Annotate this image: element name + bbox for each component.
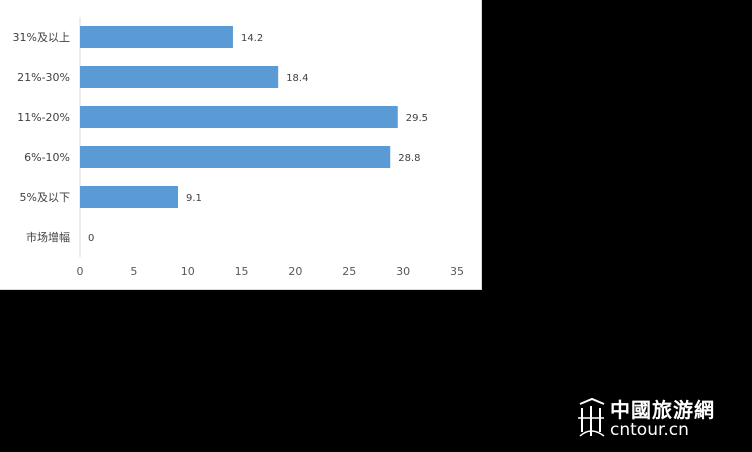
value-label: 29.5 <box>406 113 428 124</box>
bar <box>80 66 279 88</box>
bar <box>80 146 391 168</box>
category-label: 5%及以下 <box>20 191 70 204</box>
watermark-name-cn: 中國旅游網 <box>610 398 715 422</box>
bar <box>80 106 398 128</box>
value-label: 0 <box>88 233 94 244</box>
value-label: 28.8 <box>398 153 420 164</box>
watermark: 中國旅游網 cntour.cn <box>574 394 744 444</box>
cntour-logo-icon <box>578 397 605 437</box>
category-label: 11%-20% <box>17 111 70 124</box>
category-label: 6%-10% <box>24 151 70 164</box>
x-tick-label: 15 <box>235 265 249 278</box>
bar <box>80 26 233 48</box>
x-tick-label: 25 <box>342 265 356 278</box>
category-label: 31%及以上 <box>13 31 70 44</box>
bar <box>80 186 179 208</box>
value-label: 9.1 <box>186 193 202 204</box>
bar-chart: 31%及以上 14.2 21%-30% 18.4 11%-20% 29.5 6%-10% 28… <box>13 17 464 278</box>
value-label: 18.4 <box>286 73 308 84</box>
x-tick-label: 30 <box>396 265 410 278</box>
x-tick-label: 35 <box>450 265 464 278</box>
category-label: 21%-30% <box>17 71 70 84</box>
watermark-name-en: cntour.cn <box>610 420 689 440</box>
x-tick-label: 0 <box>77 265 84 278</box>
x-tick-label: 20 <box>288 265 302 278</box>
chart-panel: 31%及以上 14.2 21%-30% 18.4 11%-20% 29.5 6%-10% 28… <box>0 0 482 290</box>
x-tick-label: 5 <box>130 265 137 278</box>
x-tick-label: 10 <box>181 265 195 278</box>
category-label: 市场增幅 <box>26 230 70 244</box>
value-label: 14.2 <box>241 33 263 44</box>
